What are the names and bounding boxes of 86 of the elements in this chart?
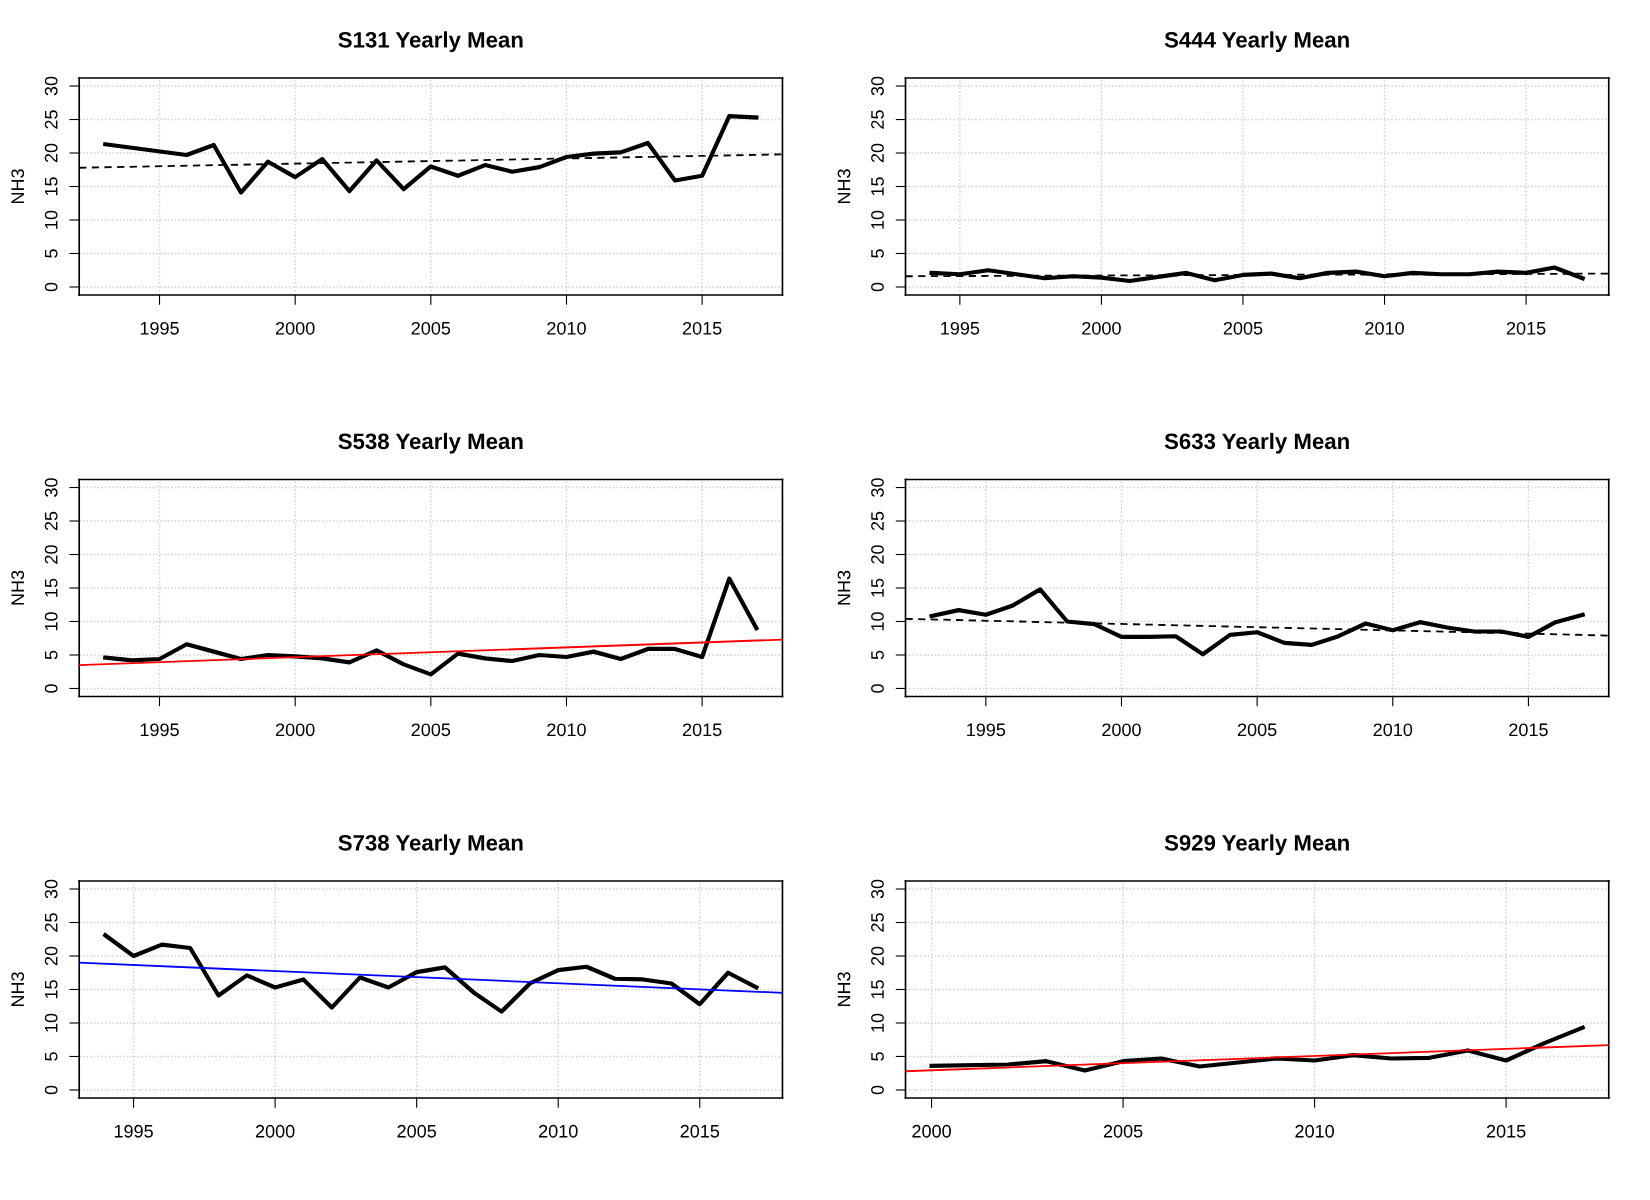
y-tick-label: 25 [871, 913, 884, 932]
y-tick-label: 25 [871, 511, 884, 531]
x-tick-label: 2010 [1295, 1124, 1334, 1138]
y-tick-label: 10 [871, 612, 884, 631]
x-tick-label: 2005 [1103, 1124, 1143, 1138]
y-axis-title: NH3 [11, 169, 25, 204]
line-series [929, 1025, 1585, 1073]
y-tick-label: 30 [871, 76, 884, 96]
y-axis-title: NH3 [11, 570, 25, 605]
x-tick-label: 2010 [539, 1124, 578, 1138]
y-tick-label: 15 [871, 177, 884, 196]
chart-title: S538 Yearly Mean [338, 432, 523, 454]
y-tick-label: 10 [44, 612, 58, 631]
y-tick-label: 25 [44, 511, 58, 531]
chart-title: S633 Yearly Mean [1164, 432, 1349, 454]
y-tick-label: 5 [871, 650, 884, 660]
y-axis-title: NH3 [837, 570, 851, 605]
y-tick-label: 15 [871, 980, 884, 999]
y-tick-label: 15 [44, 980, 58, 999]
y-tick-label: 25 [44, 110, 58, 129]
y-tick-label: 30 [44, 76, 58, 96]
x-tick-label: 2005 [397, 1124, 436, 1138]
y-tick-label: 30 [44, 879, 58, 899]
chart-title: S131 Yearly Mean [338, 31, 523, 53]
x-tick-label: 2000 [255, 1124, 295, 1138]
x-tick-label: 2000 [275, 321, 315, 335]
y-tick-label: 0 [44, 1085, 58, 1095]
chart-title: S444 Yearly Mean [1164, 31, 1349, 53]
y-tick-label: 10 [44, 210, 58, 229]
y-tick-label: 30 [44, 478, 58, 497]
y-tick-label: 30 [871, 478, 884, 497]
y-tick-label: 20 [44, 545, 58, 564]
x-tick-label: 2000 [275, 723, 315, 737]
y-tick-label: 15 [44, 177, 58, 196]
x-tick-label: 1995 [140, 321, 179, 335]
y-tick-label: 5 [871, 1052, 884, 1061]
y-tick-label: 10 [44, 1013, 58, 1032]
y-tick-label: 30 [871, 879, 884, 899]
x-tick-label: 1995 [114, 1124, 153, 1138]
x-tick-label: 2005 [1223, 321, 1263, 335]
x-tick-label: 1995 [941, 321, 980, 335]
y-tick-label: 0 [871, 1085, 884, 1095]
y-axis-title: NH3 [837, 972, 851, 1007]
x-tick-label: 2015 [1486, 1124, 1526, 1138]
y-tick-label: 0 [871, 282, 884, 292]
y-tick-label: 25 [44, 913, 58, 932]
x-tick-label: 1995 [140, 723, 179, 737]
y-tick-label: 10 [871, 210, 884, 229]
y-tick-label: 10 [871, 1013, 884, 1032]
x-tick-label: 2005 [411, 321, 451, 335]
x-tick-label: 2010 [1373, 723, 1413, 737]
x-tick-label: 2010 [1365, 321, 1404, 335]
x-tick-label: 2015 [682, 723, 722, 737]
x-tick-label: 2010 [547, 723, 586, 737]
y-tick-label: 20 [871, 545, 884, 564]
y-tick-label: 5 [44, 249, 58, 258]
y-axis-title: NH3 [837, 169, 851, 204]
x-tick-label: 2015 [1509, 723, 1548, 737]
y-tick-label: 5 [44, 650, 58, 660]
y-tick-label: 15 [871, 578, 884, 597]
x-tick-label: 2005 [411, 723, 451, 737]
y-tick-label: 20 [871, 143, 884, 163]
y-tick-label: 0 [871, 684, 884, 693]
y-tick-label: 20 [871, 946, 884, 966]
y-tick-label: 15 [44, 578, 58, 597]
y-axis-title: NH3 [11, 972, 25, 1007]
x-tick-label: 2015 [680, 1124, 720, 1138]
x-tick-label: 2000 [1102, 723, 1141, 737]
x-tick-label: 2000 [912, 1124, 951, 1138]
x-tick-label: 2010 [547, 321, 586, 335]
y-tick-label: 0 [44, 282, 58, 292]
y-tick-label: 20 [44, 143, 58, 163]
x-tick-label: 2000 [1082, 321, 1121, 335]
x-tick-label: 1995 [967, 723, 1006, 737]
y-tick-label: 20 [44, 946, 58, 966]
y-tick-label: 25 [871, 110, 884, 129]
chart-title: S929 Yearly Mean [1164, 834, 1349, 856]
x-tick-label: 2015 [682, 321, 722, 335]
y-tick-label: 0 [44, 684, 58, 693]
y-tick-label: 5 [44, 1052, 58, 1061]
line-series [103, 576, 759, 677]
x-tick-label: 2005 [1237, 723, 1277, 737]
chart-title: S738 Yearly Mean [338, 834, 523, 856]
line-series [103, 933, 759, 1014]
x-tick-label: 2015 [1506, 321, 1546, 335]
y-tick-label: 5 [871, 249, 884, 258]
